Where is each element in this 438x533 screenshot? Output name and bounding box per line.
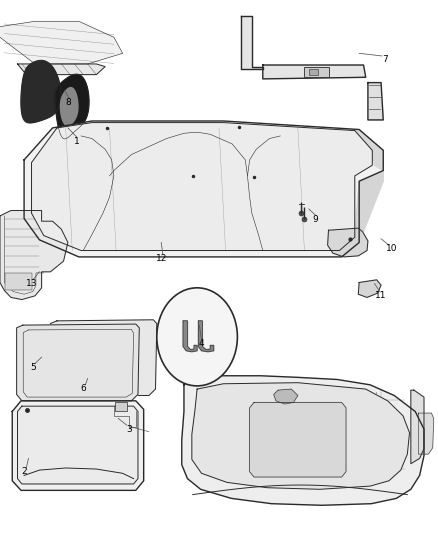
Polygon shape (418, 413, 434, 454)
Polygon shape (24, 121, 383, 257)
Bar (309, 69, 318, 75)
Text: 8: 8 (65, 98, 71, 107)
Text: 11: 11 (375, 292, 387, 300)
Polygon shape (21, 61, 61, 123)
Text: 10: 10 (386, 245, 398, 253)
Text: 12: 12 (156, 254, 168, 263)
Polygon shape (183, 321, 197, 352)
Polygon shape (182, 376, 424, 505)
Polygon shape (55, 74, 89, 139)
Polygon shape (263, 65, 366, 79)
Polygon shape (18, 406, 138, 484)
Text: 9: 9 (312, 215, 318, 224)
Polygon shape (358, 280, 381, 297)
Polygon shape (274, 389, 298, 404)
Text: 5: 5 (30, 364, 36, 372)
Polygon shape (328, 228, 368, 257)
Polygon shape (12, 401, 144, 490)
Circle shape (157, 288, 237, 386)
Polygon shape (18, 64, 105, 75)
Text: 4: 4 (199, 340, 204, 348)
Polygon shape (355, 171, 383, 243)
Polygon shape (60, 87, 78, 126)
Text: 7: 7 (382, 55, 389, 64)
Polygon shape (192, 383, 410, 489)
Polygon shape (17, 324, 139, 401)
Text: 1: 1 (74, 137, 80, 146)
Polygon shape (241, 16, 263, 69)
Bar (115, 402, 127, 411)
Polygon shape (355, 130, 383, 171)
Bar (5, 273, 32, 290)
Polygon shape (411, 390, 424, 464)
Bar (304, 67, 328, 77)
Text: 3: 3 (126, 425, 132, 433)
Polygon shape (0, 211, 68, 300)
Polygon shape (250, 402, 346, 477)
Polygon shape (368, 83, 383, 120)
Polygon shape (198, 321, 214, 352)
Text: 2: 2 (21, 467, 27, 476)
Polygon shape (50, 320, 157, 395)
Polygon shape (32, 123, 372, 251)
Text: 6: 6 (80, 384, 86, 392)
Text: 13: 13 (26, 279, 37, 288)
Polygon shape (0, 21, 123, 64)
